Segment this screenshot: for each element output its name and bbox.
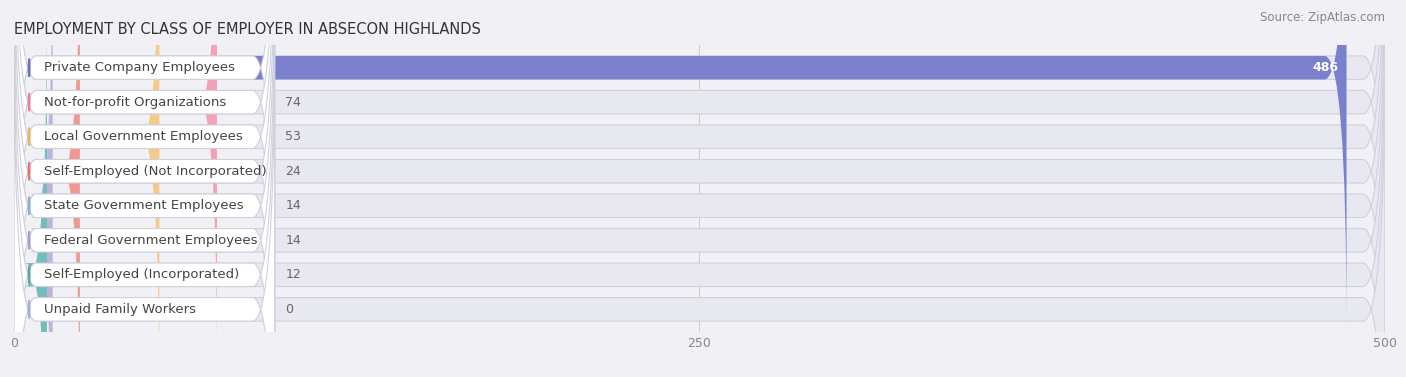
FancyBboxPatch shape — [14, 0, 1385, 377]
FancyBboxPatch shape — [14, 11, 274, 377]
FancyBboxPatch shape — [14, 0, 217, 366]
Text: 0: 0 — [285, 303, 294, 316]
FancyBboxPatch shape — [14, 0, 80, 377]
Text: 24: 24 — [285, 165, 301, 178]
Circle shape — [28, 300, 30, 318]
FancyBboxPatch shape — [14, 0, 159, 377]
FancyBboxPatch shape — [14, 0, 1347, 332]
FancyBboxPatch shape — [14, 0, 52, 377]
Circle shape — [28, 59, 30, 77]
Text: EMPLOYMENT BY CLASS OF EMPLOYER IN ABSECON HIGHLANDS: EMPLOYMENT BY CLASS OF EMPLOYER IN ABSEC… — [14, 22, 481, 37]
FancyBboxPatch shape — [14, 11, 1385, 377]
Text: 14: 14 — [285, 199, 301, 212]
FancyBboxPatch shape — [14, 0, 274, 377]
Text: State Government Employees: State Government Employees — [44, 199, 243, 212]
FancyBboxPatch shape — [14, 0, 274, 377]
FancyBboxPatch shape — [14, 0, 274, 377]
Text: 74: 74 — [285, 96, 301, 109]
Text: 12: 12 — [285, 268, 301, 281]
FancyBboxPatch shape — [14, 0, 1385, 377]
FancyBboxPatch shape — [14, 0, 274, 332]
Text: Self-Employed (Not Incorporated): Self-Employed (Not Incorporated) — [44, 165, 267, 178]
FancyBboxPatch shape — [14, 0, 1385, 377]
FancyBboxPatch shape — [14, 11, 46, 377]
Circle shape — [28, 128, 30, 146]
Circle shape — [28, 162, 30, 180]
Text: Self-Employed (Incorporated): Self-Employed (Incorporated) — [44, 268, 239, 281]
Text: Private Company Employees: Private Company Employees — [44, 61, 235, 74]
Text: Federal Government Employees: Federal Government Employees — [44, 234, 257, 247]
Text: Local Government Employees: Local Government Employees — [44, 130, 243, 143]
Text: Not-for-profit Organizations: Not-for-profit Organizations — [44, 96, 226, 109]
FancyBboxPatch shape — [14, 0, 274, 377]
FancyBboxPatch shape — [14, 0, 52, 377]
Text: 486: 486 — [1312, 61, 1339, 74]
FancyBboxPatch shape — [14, 45, 1385, 377]
FancyBboxPatch shape — [14, 0, 1385, 366]
Circle shape — [28, 231, 30, 249]
Text: 53: 53 — [285, 130, 301, 143]
FancyBboxPatch shape — [14, 0, 1385, 377]
Text: Unpaid Family Workers: Unpaid Family Workers — [44, 303, 197, 316]
Text: Source: ZipAtlas.com: Source: ZipAtlas.com — [1260, 11, 1385, 24]
Circle shape — [28, 93, 30, 111]
FancyBboxPatch shape — [14, 0, 274, 366]
Text: 14: 14 — [285, 234, 301, 247]
FancyBboxPatch shape — [14, 0, 1385, 332]
Circle shape — [28, 197, 30, 215]
Circle shape — [28, 266, 30, 284]
FancyBboxPatch shape — [14, 45, 274, 377]
